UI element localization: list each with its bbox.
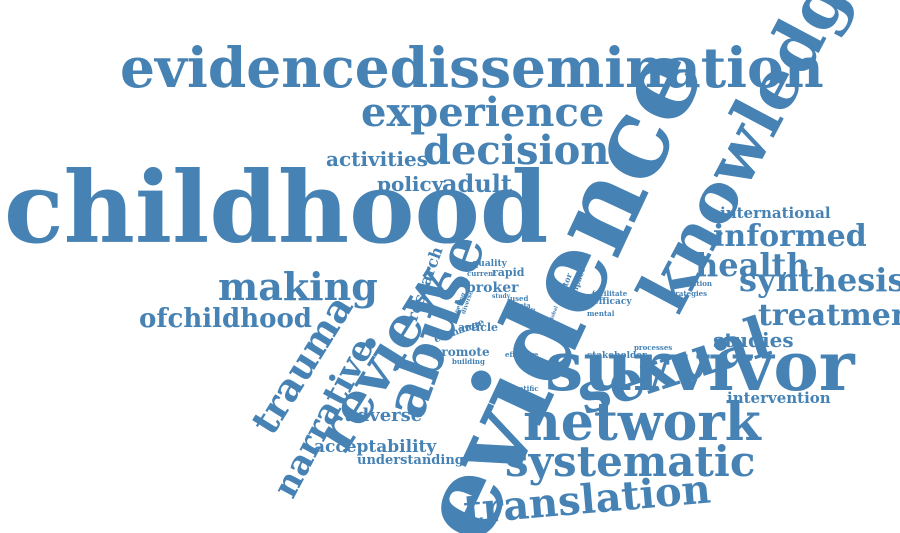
word-experience: experience <box>361 89 605 136</box>
word-acceptability: acceptability <box>314 437 437 457</box>
word-study: study <box>492 293 511 300</box>
word-health: health <box>695 246 810 284</box>
word-result: result <box>516 308 536 315</box>
word-making: making <box>218 264 378 309</box>
word-scientific: scientific <box>503 384 539 393</box>
word-broker: broker <box>466 280 519 296</box>
word-rapid: rapid <box>492 266 525 279</box>
word-used: used <box>510 294 529 303</box>
word-facilitate: facilitate <box>592 289 628 298</box>
word-survivor: survivor <box>545 327 855 407</box>
word-asia: asia <box>515 301 531 310</box>
word-promote: promote <box>433 345 490 359</box>
word-need: need <box>528 314 539 319</box>
word-ofchildhood: ofchildhood <box>139 304 312 334</box>
word-systematic: systematic <box>505 437 756 486</box>
word-current: current <box>467 269 497 278</box>
word-network: network <box>523 392 761 453</box>
word-policy: policy <box>377 172 444 196</box>
word-activities: activities <box>326 147 429 171</box>
word-intervention: intervention <box>727 389 831 407</box>
word-synthesis: synthesis <box>739 261 900 299</box>
word-adverse: adverse <box>345 405 423 426</box>
word-building: building <box>452 357 485 366</box>
word-decision: decision <box>423 127 610 174</box>
word-childhood: childhood <box>4 151 549 266</box>
word-asian: asian <box>540 320 555 326</box>
word-quality: quality <box>472 259 507 269</box>
word-informed: informed <box>713 219 867 254</box>
word-processes: processes <box>634 343 673 352</box>
word-understanding: understanding <box>357 453 464 468</box>
word-effective: effective <box>505 350 539 359</box>
word-international: international <box>720 204 831 222</box>
word-article: article <box>458 321 499 334</box>
word-evaluation: evaluation <box>671 279 712 288</box>
word-efficacy: efficacy <box>593 297 632 307</box>
word-stakeholder: stakeholder <box>587 351 647 361</box>
word-mental: mental <box>587 309 615 318</box>
word-strategies: strategies <box>668 289 708 298</box>
word-adult: adult <box>442 169 512 198</box>
word-evidencedissemination: evidencedissemination <box>120 35 824 100</box>
word-treatment: treatment <box>758 298 900 333</box>
word-studies: studies <box>713 328 794 352</box>
